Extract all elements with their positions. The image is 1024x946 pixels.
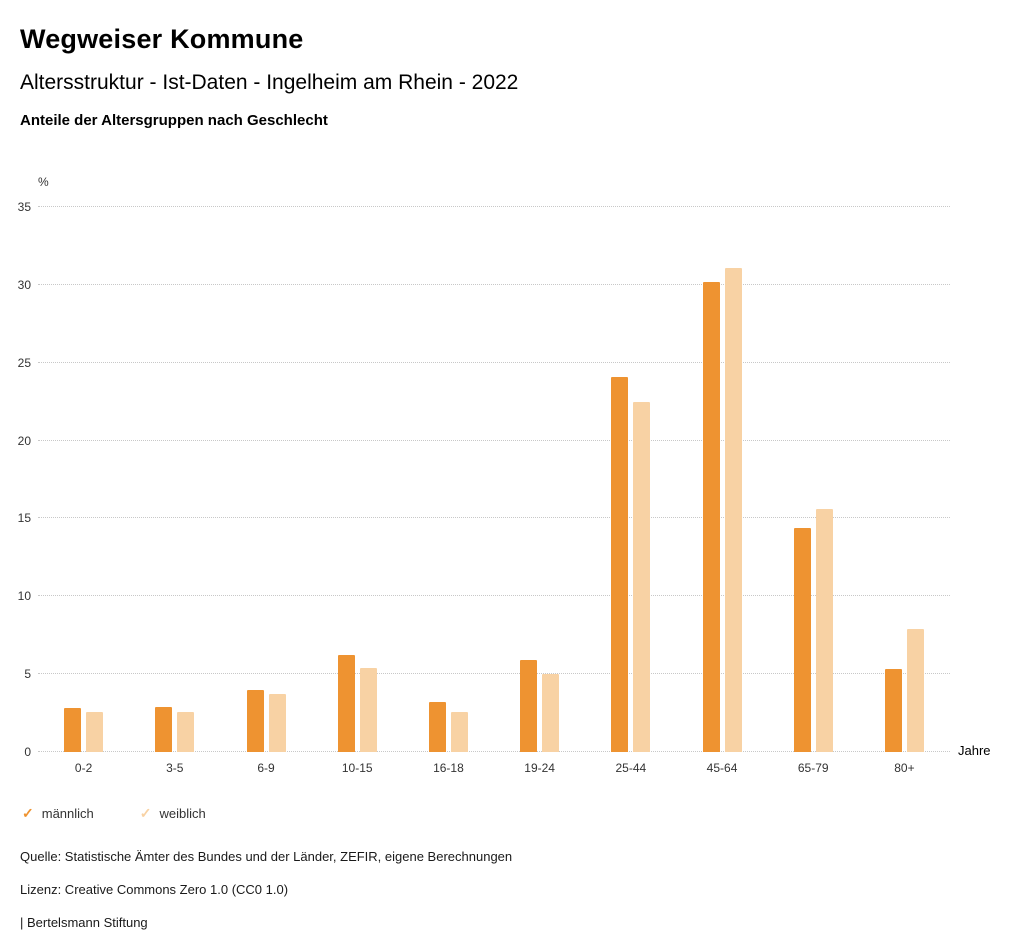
legend-label: männlich	[41, 806, 94, 821]
bar-weiblich-6-9[interactable]	[268, 694, 286, 752]
chart-heading: Anteile der Altersgruppen nach Geschlech…	[20, 112, 328, 129]
bar-weiblich-80+[interactable]	[906, 629, 924, 752]
x-tick-label-19-24: 19-24	[524, 761, 555, 775]
bar-männlich-6-9[interactable]	[246, 689, 264, 752]
legend-label: weiblich	[159, 806, 206, 821]
bar-group-6-9	[220, 207, 311, 752]
y-tick-label-30: 30	[17, 277, 31, 292]
x-tick-label-25-44: 25-44	[615, 761, 647, 775]
bar-männlich-25-44[interactable]	[611, 376, 629, 752]
attribution-note: | Bertelsmann Stiftung	[20, 915, 148, 930]
bar-series-container	[38, 207, 950, 752]
bar-group-16-18	[403, 207, 494, 752]
bar-männlich-0-2[interactable]	[64, 708, 82, 752]
bar-männlich-3-5[interactable]	[155, 706, 173, 752]
bar-weiblich-45-64[interactable]	[724, 267, 742, 752]
bar-group-0-2	[38, 207, 129, 752]
chart-legend: ✓ männlich ✓ weiblich	[22, 805, 1004, 822]
x-tick-label-80+: 80+	[894, 761, 915, 775]
bar-weiblich-0-2[interactable]	[86, 711, 104, 752]
bar-group-10-15	[312, 207, 403, 752]
check-icon: ✓	[22, 805, 34, 821]
x-axis: 0-2 3-5 6-9 10-15 16-18 19-24 25-44 45-64 65-79 8…	[38, 761, 950, 775]
bar-group-65-79	[768, 207, 859, 752]
bar-weiblich-25-44[interactable]	[633, 401, 651, 752]
bar-weiblich-16-18[interactable]	[450, 711, 468, 752]
bar-group-80+	[859, 207, 950, 752]
y-tick-label-20: 20	[17, 433, 31, 448]
gridline-0	[38, 751, 950, 752]
plot-area: Jahre 0 5 10 15 20 25 30 35	[18, 200, 991, 759]
gridline-30	[38, 283, 950, 285]
y-axis-unit-label: %	[38, 175, 49, 189]
y-tick-label-10: 10	[17, 589, 31, 604]
bar-weiblich-65-79[interactable]	[815, 509, 833, 752]
legend-item-männlich[interactable]: ✓ männlich	[22, 805, 94, 822]
gridline-15	[38, 517, 950, 519]
y-tick-label-5: 5	[24, 667, 31, 682]
x-tick-label-10-15: 10-15	[341, 761, 373, 775]
bar-männlich-16-18[interactable]	[428, 702, 446, 752]
chart-subtitle: Altersstruktur - Ist-Daten - Ingelheim a…	[20, 71, 519, 94]
bar-männlich-45-64[interactable]	[702, 281, 720, 752]
y-tick-label-15: 15	[17, 511, 31, 526]
bar-weiblich-3-5[interactable]	[177, 711, 195, 752]
gridline-35	[38, 206, 950, 207]
gridline-5	[38, 673, 950, 675]
y-tick-label-25: 25	[17, 355, 31, 370]
bar-männlich-19-24[interactable]	[520, 660, 538, 752]
x-tick-label-3-5: 3-5	[166, 761, 184, 775]
chart-footer: Quelle: Statistische Ämter des Bundes un…	[20, 849, 1004, 930]
x-tick-label-0-2: 0-2	[74, 761, 93, 775]
bar-weiblich-10-15[interactable]	[359, 667, 377, 752]
bar-group-3-5	[129, 207, 220, 752]
bar-männlich-10-15[interactable]	[337, 655, 355, 752]
x-tick-label-65-79: 65-79	[797, 761, 829, 775]
check-icon: ✓	[139, 805, 152, 821]
x-axis-unit-label: Jahre	[958, 743, 991, 758]
bar-weiblich-19-24[interactable]	[542, 674, 560, 752]
gridline-10	[38, 595, 950, 597]
y-tick-label-35: 35	[17, 200, 31, 214]
legend-item-weiblich[interactable]: ✓ weiblich	[140, 805, 206, 822]
gridline-25	[38, 361, 950, 363]
x-tick-label-45-64: 45-64	[706, 761, 738, 775]
page-title: Wegweiser Kommune	[20, 24, 304, 54]
bar-group-19-24	[494, 207, 585, 752]
gridline-20	[38, 439, 950, 441]
x-tick-label-16-18: 16-18	[433, 761, 464, 775]
source-note: Quelle: Statistische Ämter des Bundes un…	[20, 849, 513, 864]
bar-group-45-64	[676, 207, 767, 752]
y-tick-label-0: 0	[24, 745, 31, 759]
license-note: Lizenz: Creative Commons Zero 1.0 (CC0 1…	[20, 882, 289, 897]
bar-group-25-44	[585, 207, 676, 752]
bar-männlich-80+[interactable]	[884, 669, 902, 752]
x-tick-label-6-9: 6-9	[257, 761, 275, 775]
bar-männlich-65-79[interactable]	[793, 527, 811, 752]
